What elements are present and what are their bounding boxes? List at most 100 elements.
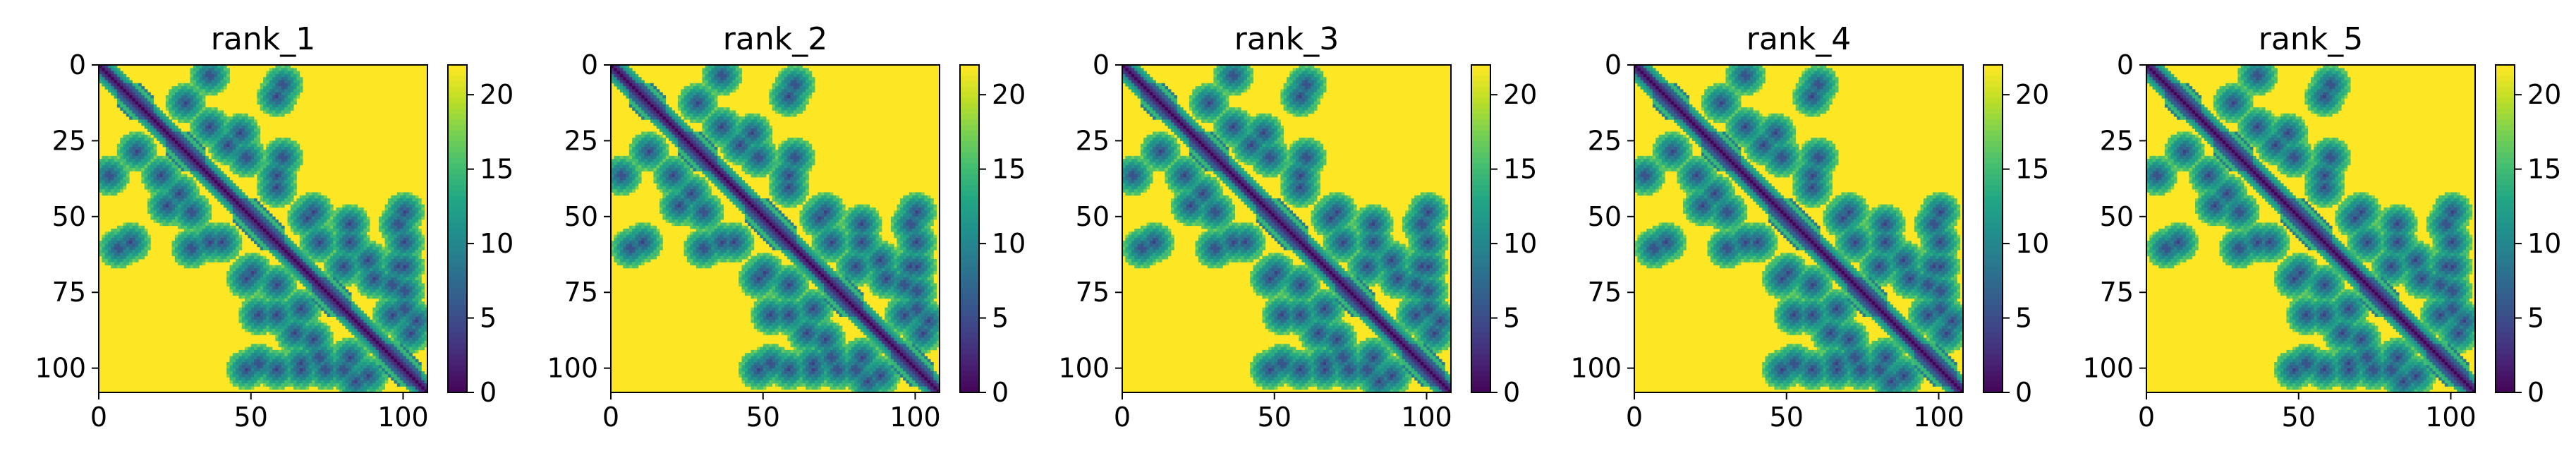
heatmap-cell	[329, 229, 334, 232]
heatmap-cell	[202, 180, 206, 184]
heatmap-cell	[217, 192, 221, 196]
heatmap-cell	[348, 283, 352, 287]
heatmap-cell	[348, 274, 352, 278]
heatmap-cell	[272, 150, 276, 153]
heatmap-cell	[102, 162, 106, 166]
heatmap-cell	[241, 311, 245, 314]
heatmap-cell	[287, 301, 291, 305]
heatmap-cell	[214, 246, 218, 251]
heatmap-cell	[214, 119, 218, 124]
heatmap-cell	[409, 258, 413, 263]
heatmap-cell	[153, 128, 157, 132]
heatmap-cell	[126, 104, 130, 108]
heatmap-cell	[190, 195, 194, 199]
heatmap-cell	[299, 271, 303, 275]
heatmap-cell	[354, 271, 358, 275]
heatmap-cell	[275, 195, 279, 199]
heatmap-cell	[229, 283, 233, 287]
heatmap-cell	[257, 301, 261, 305]
heatmap-cell	[220, 253, 224, 257]
heatmap-cell	[351, 313, 355, 317]
heatmap-cell	[238, 192, 243, 196]
heatmap-cell	[241, 198, 245, 202]
heatmap-cell	[260, 155, 264, 160]
heatmap-cell	[193, 213, 197, 217]
heatmap-cell	[293, 180, 297, 184]
heatmap-cell	[308, 316, 312, 320]
heatmap-cell	[196, 250, 200, 253]
heatmap-cell	[387, 307, 391, 311]
heatmap-cell	[156, 113, 160, 117]
heatmap-cell	[312, 286, 315, 290]
heatmap-cell	[254, 277, 257, 281]
heatmap-cell	[132, 243, 136, 248]
heatmap-cell	[357, 253, 361, 257]
heatmap-cell	[193, 125, 197, 129]
heatmap-cell	[102, 234, 106, 239]
heatmap-cell	[147, 176, 151, 181]
heatmap-cell	[135, 241, 139, 244]
heatmap-cell	[378, 243, 382, 248]
heatmap-cell	[165, 195, 169, 199]
heatmap-cell	[181, 180, 185, 184]
heatmap-cell	[317, 255, 322, 260]
heatmap-cell	[327, 298, 331, 302]
heatmap-cell	[363, 313, 367, 317]
heatmap-cell	[159, 174, 164, 178]
heatmap-cell	[238, 267, 243, 272]
heatmap-cell	[126, 237, 130, 241]
heatmap-cell	[102, 246, 106, 251]
heatmap-cell	[269, 198, 273, 202]
heatmap-cell	[272, 220, 276, 223]
heatmap-cell	[178, 143, 181, 148]
heatmap-cell	[135, 225, 139, 229]
heatmap-cell	[342, 298, 346, 302]
heatmap-cell	[260, 192, 264, 196]
heatmap-cell	[254, 201, 257, 205]
heatmap-cell	[396, 289, 401, 293]
heatmap-cell	[272, 143, 276, 148]
heatmap-cell	[305, 225, 310, 229]
heatmap-cell	[129, 243, 133, 248]
heatmap-cell	[257, 125, 261, 129]
heatmap-cell	[162, 213, 166, 217]
heatmap-cell	[147, 171, 151, 175]
heatmap-cell	[333, 246, 336, 251]
heatmap-cell	[229, 195, 233, 199]
heatmap-cell	[339, 292, 343, 296]
heatmap-cell	[357, 280, 361, 284]
heatmap-cell	[147, 241, 151, 244]
heatmap-cell	[366, 295, 370, 299]
heatmap-cell	[387, 265, 391, 269]
heatmap-cell	[254, 271, 257, 275]
heatmap-cell	[308, 253, 312, 257]
heatmap-cell	[272, 80, 276, 84]
heatmap-cell	[272, 323, 276, 326]
heatmap-cell	[278, 152, 282, 157]
heatmap-cell	[238, 155, 243, 160]
heatmap-cell	[257, 171, 261, 175]
heatmap-cell	[366, 250, 370, 253]
heatmap-cell	[269, 277, 273, 281]
heatmap-cell	[296, 232, 300, 235]
heatmap-cell	[153, 207, 157, 211]
heatmap-cell	[220, 241, 224, 244]
heatmap-cell	[171, 147, 176, 150]
heatmap-cell	[205, 198, 209, 202]
heatmap-cell	[299, 289, 303, 293]
heatmap-cell	[372, 316, 377, 320]
heatmap-cell	[104, 186, 109, 190]
heatmap-cell	[360, 250, 364, 253]
heatmap-cell	[339, 246, 343, 251]
heatmap-cell	[232, 183, 236, 187]
heatmap-cell	[424, 313, 428, 317]
heatmap-cell	[205, 250, 209, 253]
heatmap-cell	[387, 298, 391, 302]
heatmap-cell	[183, 155, 188, 160]
heatmap-cell	[391, 237, 394, 241]
heatmap-cell	[315, 207, 319, 211]
heatmap-cell	[102, 174, 106, 178]
heatmap-cell	[205, 174, 209, 178]
heatmap-cell	[162, 180, 166, 184]
heatmap-cell	[169, 186, 172, 190]
